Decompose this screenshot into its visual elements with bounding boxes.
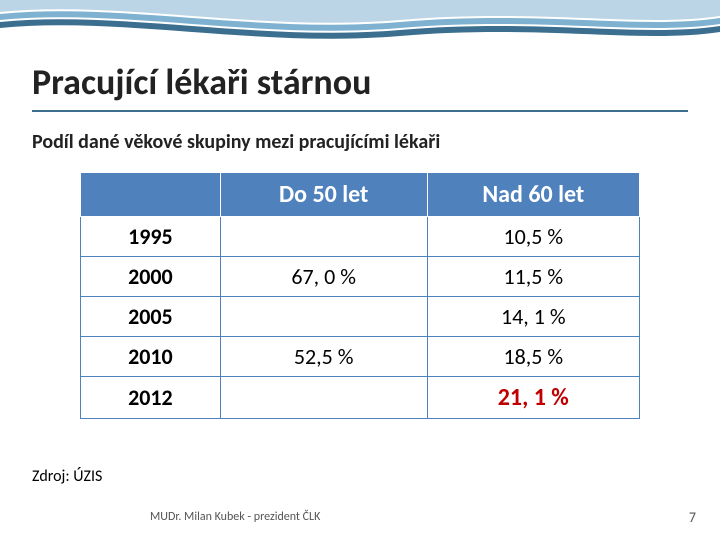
cell-over60: 10,5 % — [427, 217, 639, 257]
cell-year: 2010 — [81, 337, 221, 377]
table-header-under50: Do 50 let — [220, 173, 427, 217]
table-header-over60: Nad 60 let — [427, 173, 639, 217]
age-share-table: Do 50 let Nad 60 let 1995 10,5 % 2000 67… — [80, 172, 640, 419]
table-header-empty — [81, 173, 221, 217]
cell-year: 2005 — [81, 297, 221, 337]
table-row: 2012 21, 1 % — [81, 377, 640, 419]
page-title: Pracující lékaři stárnou — [32, 60, 688, 112]
footer-author: MUDr. Milan Kubek - prezident ČLK — [150, 510, 320, 524]
cell-year: 1995 — [81, 217, 221, 257]
cell-over60: 18,5 % — [427, 337, 639, 377]
cell-over60: 11,5 % — [427, 257, 639, 297]
source-label: Zdroj: ÚZIS — [32, 467, 102, 486]
table-row: 2010 52,5 % 18,5 % — [81, 337, 640, 377]
table-row: 1995 10,5 % — [81, 217, 640, 257]
page-subtitle: Podíl dané věkové skupiny mezi pracující… — [32, 130, 688, 154]
header-wave — [0, 0, 720, 50]
cell-under50 — [220, 297, 427, 337]
cell-over60: 14, 1 % — [427, 297, 639, 337]
table-row: 2000 67, 0 % 11,5 % — [81, 257, 640, 297]
cell-year: 2000 — [81, 257, 221, 297]
cell-under50: 52,5 % — [220, 337, 427, 377]
cell-over60-highlight: 21, 1 % — [427, 377, 639, 419]
footer-page-number: 7 — [689, 509, 696, 526]
cell-under50 — [220, 217, 427, 257]
cell-under50: 67, 0 % — [220, 257, 427, 297]
cell-year: 2012 — [81, 377, 221, 419]
table-row: 2005 14, 1 % — [81, 297, 640, 337]
cell-under50 — [220, 377, 427, 419]
